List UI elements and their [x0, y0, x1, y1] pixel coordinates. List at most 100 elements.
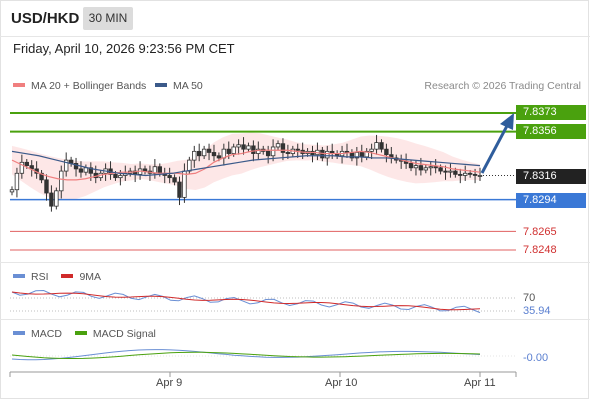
timestamp: Friday, April 10, 2026 9:23:56 PM CET — [13, 41, 235, 56]
candle — [54, 187, 59, 210]
candle — [9, 186, 15, 196]
candle-body — [78, 168, 84, 173]
macd-divider — [0, 319, 590, 320]
rsi-layer — [10, 289, 516, 314]
candle-body — [285, 152, 291, 154]
candle — [63, 152, 69, 177]
candle — [177, 176, 182, 206]
candle-body — [113, 173, 118, 179]
candle — [167, 167, 172, 184]
candle — [275, 140, 281, 151]
candle-body — [118, 175, 123, 179]
candle-body — [59, 170, 64, 192]
candle — [78, 161, 84, 178]
macd-swatch — [13, 331, 25, 336]
resistance-1-tag: 7.8373 — [516, 105, 586, 120]
current-price-tag: 7.8316 — [516, 169, 586, 184]
header-bar: USD/HKD 30 MIN — [0, 0, 590, 37]
candle — [458, 168, 463, 184]
candle — [196, 143, 202, 162]
rsi-line — [11, 289, 481, 314]
candle — [280, 138, 286, 161]
candle-body — [295, 148, 300, 151]
candle-body — [236, 144, 241, 148]
candle — [39, 169, 44, 184]
macd-signal-swatch — [74, 331, 87, 336]
candle-body — [418, 165, 424, 171]
ma50-swatch — [155, 83, 167, 88]
candle-body — [83, 167, 89, 173]
candle — [384, 143, 389, 163]
candle-body — [438, 167, 443, 172]
candle-body — [231, 146, 236, 154]
candle-body — [246, 145, 251, 150]
ma50-line — [11, 150, 481, 177]
candle-body — [196, 150, 202, 157]
candle-body — [182, 170, 187, 198]
pair-title: USD/HKD — [11, 10, 80, 27]
copyright: Research © 2026 Trading Central — [424, 80, 581, 92]
candle — [413, 160, 419, 176]
candle — [59, 165, 64, 199]
candle-body — [458, 173, 463, 176]
x-tick-apr11: Apr 11 — [464, 377, 496, 389]
candle-body — [63, 159, 69, 172]
rsi-label: RSI — [31, 271, 49, 283]
candle — [369, 143, 374, 160]
macd-signal-label: MACD Signal — [92, 328, 156, 340]
candle-body — [354, 152, 360, 159]
rsi-ma-swatch — [61, 274, 74, 279]
candle-body — [384, 148, 389, 156]
candle — [477, 167, 483, 181]
macd-layer — [10, 349, 516, 361]
moving-averages-layer — [11, 149, 481, 181]
candle — [443, 165, 448, 180]
candle-body — [187, 159, 192, 172]
candle — [423, 164, 429, 174]
candle-body — [226, 148, 231, 154]
candle-body — [167, 175, 172, 179]
candle — [206, 143, 212, 161]
legend-ma20: MA 20 + Bollinger Bands — [13, 80, 146, 92]
candle-body — [448, 170, 453, 173]
candle — [201, 145, 207, 160]
support-2-label: 7.8265 — [523, 226, 557, 238]
candle — [19, 154, 25, 179]
candle-body — [9, 189, 15, 193]
candle-body — [44, 179, 49, 194]
levels-layer — [10, 112, 516, 251]
candle-body — [443, 170, 448, 173]
ma20-line — [11, 149, 481, 181]
macd-line — [11, 349, 481, 361]
candle-body — [88, 167, 94, 174]
candle-body — [325, 150, 330, 159]
candle-body — [192, 150, 197, 161]
candle — [241, 137, 246, 155]
bollinger-band-layer — [12, 132, 480, 201]
candle — [49, 185, 54, 212]
candle-body — [157, 166, 162, 174]
candle-body — [14, 172, 20, 191]
legend-ma50: MA 50 — [155, 80, 203, 92]
candle-body — [467, 172, 473, 175]
candle-body — [54, 190, 59, 207]
candle-body — [463, 172, 468, 176]
support-1-tag: 7.8294 — [516, 193, 586, 208]
forecast-arrow-layer — [480, 113, 514, 174]
timeframe-button[interactable]: 30 MIN — [83, 7, 133, 30]
candle-body — [453, 170, 458, 175]
candle — [428, 161, 433, 176]
candle — [44, 174, 49, 201]
candle-body — [428, 166, 433, 169]
candle — [463, 165, 468, 181]
macd-legend: MACD MACD Signal — [13, 328, 156, 340]
candle-body — [379, 142, 384, 150]
candle — [374, 134, 379, 155]
resistance-2-tag: 7.8356 — [516, 124, 586, 139]
candle-body — [423, 167, 429, 171]
candle — [14, 167, 20, 198]
candle — [448, 163, 453, 178]
candle-body — [359, 152, 364, 158]
candle-body — [24, 161, 29, 167]
